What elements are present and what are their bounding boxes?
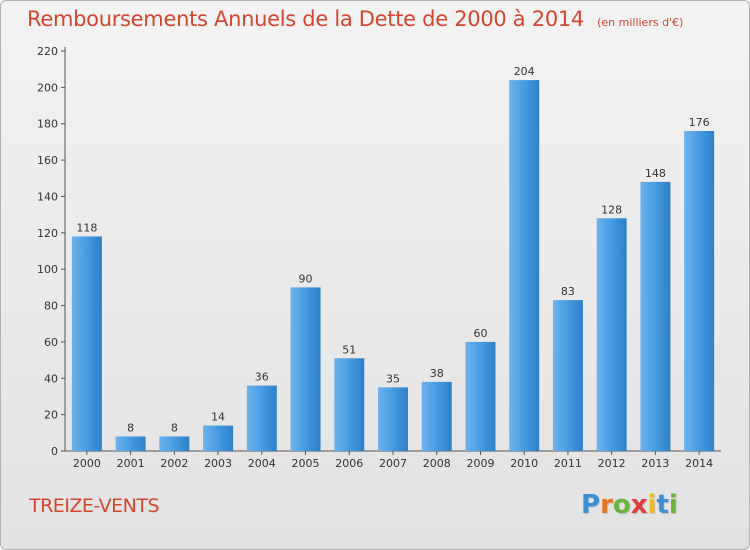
- data-label-2004: 36: [255, 371, 269, 384]
- x-tick-label: 2006: [335, 457, 363, 470]
- bars-group: [71, 80, 715, 451]
- logo-letter: i: [647, 490, 657, 520]
- logo-letter: P: [581, 490, 601, 520]
- bar-2014: [684, 131, 715, 451]
- chart-unit-note: (en milliers d'€): [597, 16, 684, 29]
- y-tick-label: 60: [44, 336, 58, 349]
- bar-2005: [290, 287, 321, 451]
- x-tick-label: 2007: [379, 457, 407, 470]
- data-label-2001: 8: [127, 421, 134, 434]
- data-label-2009: 60: [473, 327, 487, 340]
- bar-2007: [378, 387, 408, 451]
- data-labels-group: 118 8 8 14 36 90 51 35 38 60 204 83 128 148 176: [76, 65, 709, 434]
- data-label-2013: 148: [645, 167, 666, 180]
- y-tick-label: 80: [44, 300, 58, 313]
- x-tick-label: 2003: [204, 457, 232, 470]
- data-label-2012: 128: [601, 203, 622, 216]
- x-tick-label: 2004: [248, 457, 276, 470]
- bar-2010: [509, 80, 540, 451]
- y-tick-label: 160: [37, 154, 58, 167]
- x-tick-label: 2002: [160, 457, 188, 470]
- bar-2001: [115, 436, 146, 451]
- data-label-2000: 118: [76, 221, 97, 234]
- y-tick-label: 100: [37, 263, 58, 276]
- bar-2009: [465, 341, 496, 451]
- y-tick-label: 220: [37, 45, 58, 58]
- proxiti-logo: Proxiti: [581, 490, 678, 520]
- data-label-2003: 14: [211, 411, 225, 424]
- bar-2008: [421, 381, 452, 451]
- y-tick-label: 0: [51, 445, 58, 458]
- x-tick-label: 2014: [685, 457, 713, 470]
- commune-name: TREIZE-VENTS: [29, 495, 160, 517]
- logo-letter: t: [656, 490, 669, 520]
- title-line: Remboursements Annuels de la Dette de 20…: [27, 7, 683, 31]
- x-tick-label: 2012: [598, 457, 626, 470]
- bar-2002: [159, 436, 190, 451]
- y-tick-label: 180: [37, 118, 58, 131]
- x-tick-label: 2001: [117, 457, 145, 470]
- logo-letter: x: [630, 490, 648, 520]
- x-tick-label: 2009: [466, 457, 494, 470]
- bar-2004: [246, 385, 277, 451]
- data-label-2011: 83: [561, 285, 575, 298]
- chart-title: Remboursements Annuels de la Dette de 20…: [27, 7, 584, 31]
- y-tick-label: 140: [37, 190, 58, 203]
- axes: 0 20 40 60 80 100 120 140 160 180 200 220 2000 2001 20…: [37, 45, 721, 470]
- bar-2003: [203, 425, 234, 451]
- y-tick-label: 20: [44, 409, 58, 422]
- logo-letter: r: [600, 490, 613, 520]
- data-label-2014: 176: [689, 116, 710, 129]
- data-label-2007: 35: [386, 372, 400, 385]
- logo-letter: o: [612, 490, 631, 520]
- bar-2011: [552, 300, 583, 451]
- y-tick-label: 120: [37, 227, 58, 240]
- x-tick-label: 2000: [73, 457, 101, 470]
- x-tick-label: 2013: [641, 457, 669, 470]
- y-tick-label: 40: [44, 372, 58, 385]
- x-tick-label: 2011: [554, 457, 582, 470]
- logo-letter: i: [668, 490, 678, 520]
- x-tick-label: 2010: [510, 457, 538, 470]
- x-tick-label: 2008: [423, 457, 451, 470]
- data-label-2005: 90: [299, 272, 313, 285]
- bar-2000: [71, 236, 102, 451]
- bar-2013: [640, 181, 671, 451]
- data-label-2010: 204: [514, 65, 535, 78]
- bar-2012: [596, 218, 627, 451]
- data-label-2006: 51: [342, 343, 356, 356]
- y-tick-label: 200: [37, 81, 58, 94]
- data-label-2008: 38: [430, 367, 444, 380]
- data-label-2002: 8: [171, 421, 178, 434]
- bar-2006: [334, 358, 365, 451]
- x-tick-label: 2005: [292, 457, 320, 470]
